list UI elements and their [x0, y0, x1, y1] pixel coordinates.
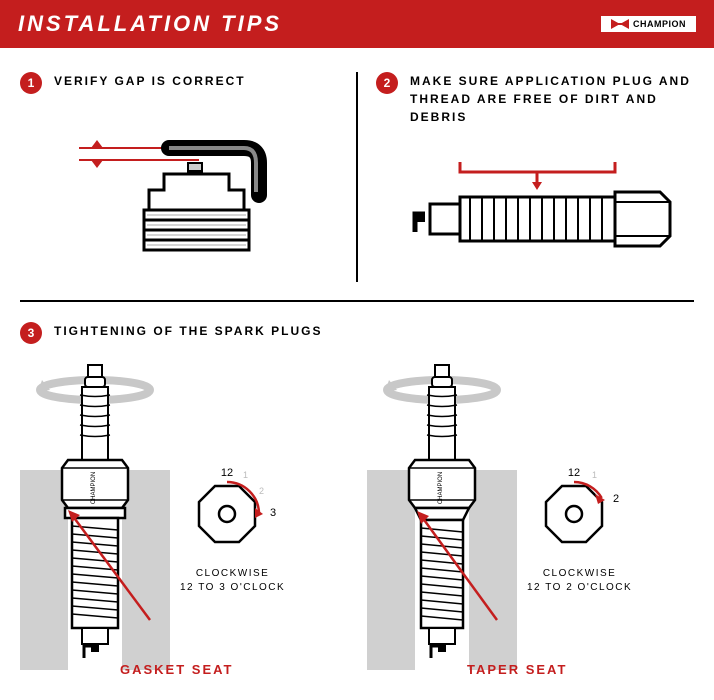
gasket-range: 12 TO 3 O'CLOCK	[180, 582, 285, 593]
gasket-seat-column: CHAMPION	[20, 360, 347, 675]
brand-bowtie-icon	[611, 19, 629, 29]
step-2-cell: 2 Make sure application plug and thread …	[358, 72, 694, 282]
svg-text:2: 2	[259, 486, 264, 496]
top-row: 1 Verify gap is correct	[20, 72, 694, 302]
svg-text:1: 1	[243, 470, 248, 480]
clock-12-label: 12	[568, 467, 580, 479]
gap-diagram-svg	[49, 110, 309, 270]
taper-direction: CLOCKWISE	[543, 568, 617, 579]
content-area: 1 Verify gap is correct	[0, 48, 714, 685]
gasket-plug-svg: CHAMPION	[20, 360, 170, 670]
gasket-clock-svg: 12 3 1 2	[185, 464, 280, 559]
gasket-clock: 12 3 1 2 CLOCKWISE 12 TO 3 O'CLOCK	[180, 464, 285, 595]
gap-diagram	[20, 110, 338, 270]
gasket-plug-wrap: CHAMPION	[20, 360, 170, 675]
taper-seat-label: TAPER SEAT	[467, 662, 567, 677]
taper-seat-column: CHAMPION	[367, 360, 694, 675]
thread-diagram	[376, 142, 694, 282]
clock-12-label: 12	[221, 467, 233, 479]
step-2-number: 2	[376, 72, 398, 94]
taper-clock: 12 2 1 CLOCKWISE 12 TO 2 O'CLOCK	[527, 464, 632, 595]
step-3-number: 3	[20, 322, 42, 344]
step-1-cell: 1 Verify gap is correct	[20, 72, 358, 282]
taper-clock-svg: 12 2 1	[532, 464, 627, 559]
header-title: INSTALLATION TIPS	[18, 11, 282, 37]
taper-clock-label: CLOCKWISE 12 TO 2 O'CLOCK	[527, 567, 632, 595]
tightening-row: CHAMPION	[20, 360, 694, 675]
clock-2-label: 2	[613, 493, 619, 505]
brand-text: CHAMPION	[633, 19, 686, 29]
svg-text:CHAMPION: CHAMPION	[91, 472, 97, 504]
gasket-direction: CLOCKWISE	[196, 568, 270, 579]
header-bar: INSTALLATION TIPS CHAMPION	[0, 0, 714, 48]
taper-range: 12 TO 2 O'CLOCK	[527, 582, 632, 593]
brand-badge: CHAMPION	[601, 16, 696, 32]
step-3-head: 3 Tightening of the spark plugs	[20, 322, 694, 344]
step-1-number: 1	[20, 72, 42, 94]
thread-diagram-svg	[385, 142, 685, 282]
svg-text:1: 1	[592, 470, 597, 480]
step-1-text: Verify gap is correct	[54, 72, 246, 90]
step-2-text: Make sure application plug and thread ar…	[410, 72, 694, 126]
gasket-clock-label: CLOCKWISE 12 TO 3 O'CLOCK	[180, 567, 285, 595]
clock-3-label: 3	[270, 507, 276, 519]
step-1-head: 1 Verify gap is correct	[20, 72, 338, 94]
svg-text:CHAMPION: CHAMPION	[438, 472, 444, 504]
step-2-head: 2 Make sure application plug and thread …	[376, 72, 694, 126]
step-3-text: Tightening of the spark plugs	[54, 322, 322, 340]
taper-plug-wrap: CHAMPION	[367, 360, 517, 675]
taper-plug-svg: CHAMPION	[367, 360, 517, 670]
gasket-seat-label: GASKET SEAT	[120, 662, 234, 677]
step-3-section: 3 Tightening of the spark plugs	[20, 322, 694, 675]
